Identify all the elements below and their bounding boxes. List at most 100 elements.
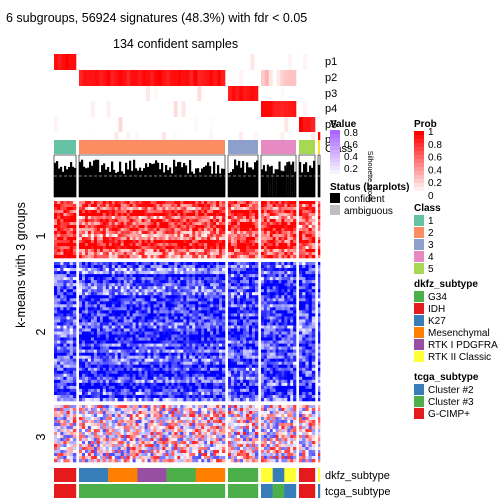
heatmap-cell	[147, 292, 151, 296]
heatmap-cell	[281, 255, 285, 259]
heatmap-cell	[201, 322, 205, 326]
heatmap-cell	[240, 231, 244, 235]
heatmap-cell	[180, 222, 184, 226]
heatmap-cell	[99, 322, 104, 326]
heatmap-cell	[311, 234, 316, 238]
heatmap-cell	[165, 385, 169, 390]
prob-cell	[110, 117, 115, 132]
heatmap-cell	[216, 240, 220, 244]
heatmap-cell	[243, 298, 247, 302]
heatmap-cell	[79, 292, 83, 296]
heatmap-cell	[213, 268, 217, 272]
heatmap-cell	[96, 222, 101, 226]
heatmap-cell	[123, 249, 127, 253]
heatmap-cell	[249, 334, 253, 338]
heatmap-cell	[85, 337, 89, 341]
heatmap-cell	[156, 307, 160, 311]
heatmap-cell	[108, 207, 113, 211]
prob-cell	[54, 86, 58, 101]
heatmap-cell	[99, 231, 104, 235]
heatmap-cell	[90, 316, 95, 320]
silhouette-bar	[113, 169, 116, 197]
heatmap-cell	[105, 283, 110, 287]
heatmap-cell	[219, 277, 223, 281]
heatmap-cell	[168, 398, 172, 402]
heatmap-cell	[278, 213, 282, 217]
heatmap-cell	[96, 388, 101, 393]
heatmap-cell	[66, 234, 70, 238]
heatmap-cell	[308, 219, 313, 223]
heatmap-cell	[219, 331, 223, 335]
heatmap-cell	[105, 310, 110, 314]
heatmap-cell	[63, 349, 67, 353]
heatmap-cell	[99, 237, 104, 241]
heatmap-cell	[135, 262, 139, 266]
heatmap-cell	[183, 304, 187, 308]
heatmap-cell	[132, 364, 136, 368]
heatmap-cell	[234, 316, 238, 320]
prob-cell	[126, 70, 131, 86]
heatmap-cell	[87, 370, 92, 375]
heatmap-cell	[129, 313, 133, 317]
heatmap-cell	[311, 201, 316, 205]
heatmap-cell	[192, 243, 196, 247]
heatmap-cell	[186, 274, 190, 278]
heatmap-cell	[69, 346, 74, 350]
heatmap-cell	[165, 319, 169, 323]
heatmap-cell	[156, 322, 160, 326]
heatmap-cell	[198, 240, 202, 244]
heatmap-cell	[228, 216, 232, 220]
heatmap-cell	[204, 207, 208, 211]
heatmap-cell	[192, 204, 196, 208]
heatmap-cell	[249, 280, 253, 284]
silhouette-bar	[131, 170, 134, 197]
heatmap-cell	[168, 322, 172, 326]
heatmap-cell	[82, 361, 86, 365]
heatmap-cell	[261, 249, 265, 253]
heatmap-cell	[189, 346, 193, 350]
heatmap-cell	[186, 243, 190, 247]
heatmap-cell	[141, 216, 145, 220]
heatmap-cell	[114, 255, 119, 259]
heatmap-cell	[99, 364, 104, 368]
silhouette-bar	[155, 160, 158, 197]
heatmap-cell	[252, 340, 256, 344]
silhouette-bar	[183, 163, 186, 197]
heatmap-cell	[72, 222, 77, 226]
heatmap-cell	[171, 292, 175, 296]
heatmap-cell	[90, 301, 95, 305]
prob-cell	[243, 54, 247, 70]
heatmap-cell	[219, 325, 223, 329]
heatmap-cell	[108, 352, 113, 356]
prob-cell	[118, 86, 123, 101]
heatmap-cell	[150, 385, 154, 390]
heatmap-cell	[318, 216, 321, 220]
heatmap-cell	[243, 252, 247, 256]
heatmap-cell	[93, 201, 98, 205]
heatmap-cell	[219, 388, 223, 393]
heatmap-cell	[159, 376, 163, 381]
heatmap-cell	[99, 298, 104, 302]
heatmap-cell	[186, 307, 190, 311]
heatmap-cell	[123, 343, 127, 347]
heatmap-cell	[114, 283, 119, 287]
prob-cell	[106, 117, 111, 132]
heatmap-cell	[82, 246, 86, 250]
heatmap-cell	[102, 355, 107, 359]
heatmap-cell	[293, 204, 297, 208]
heatmap-cell	[114, 204, 119, 208]
heatmap-cell	[183, 271, 187, 275]
heatmap-cell	[72, 319, 77, 323]
heatmap-cell	[99, 376, 104, 381]
heatmap-cell	[141, 243, 145, 247]
heatmap-cell	[72, 349, 77, 353]
heatmap-cell	[138, 243, 142, 247]
heatmap-cell	[87, 280, 92, 284]
prob-cell	[303, 101, 308, 117]
heatmap-cell	[105, 225, 110, 229]
heatmap-cell	[243, 301, 247, 305]
heatmap-cell	[79, 301, 83, 305]
heatmap-cell	[111, 243, 116, 247]
heatmap-cell	[222, 352, 226, 356]
heatmap-cell	[308, 255, 313, 259]
